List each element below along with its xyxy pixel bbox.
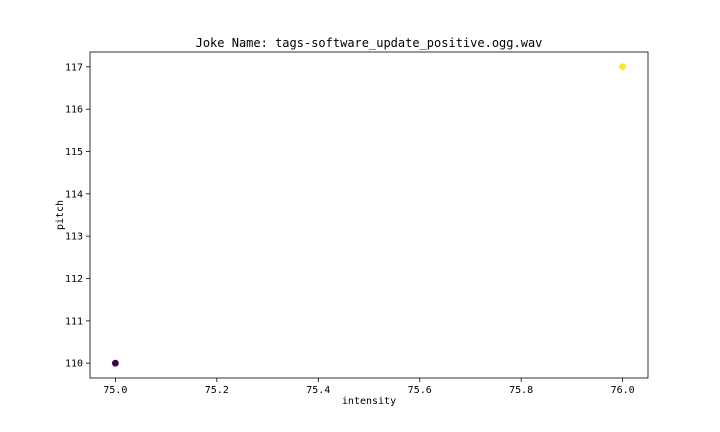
y-tick-label: 117 [65, 62, 83, 73]
y-tick-label: 116 [65, 105, 83, 116]
y-tick-label: 114 [65, 189, 83, 200]
x-tick-label: 75.0 [103, 385, 127, 396]
y-axis-label: pitch [55, 200, 66, 230]
x-tick-label: 75.8 [509, 385, 533, 396]
y-tick-label: 111 [65, 316, 83, 327]
data-point [111, 359, 119, 367]
x-tick-label: 76.0 [611, 385, 635, 396]
data-point [619, 63, 627, 71]
plot-frame [89, 51, 649, 379]
y-tick-label: 110 [65, 359, 83, 370]
plot-area: 75.0 75.2 75.4 75.6 75.8 76.0 110 111 112 113 114 1… [65, 51, 649, 396]
x-tick-label: 75.6 [408, 385, 432, 396]
y-tick-label: 113 [65, 232, 83, 243]
y-tick-label: 115 [65, 147, 83, 158]
y-tick-label: 112 [65, 274, 83, 285]
chart-title: Joke Name: tags-software_update_positive… [196, 36, 543, 50]
x-tick-label: 75.4 [306, 385, 330, 396]
x-axis-label: intensity [342, 396, 396, 407]
x-tick-label: 75.2 [205, 385, 229, 396]
